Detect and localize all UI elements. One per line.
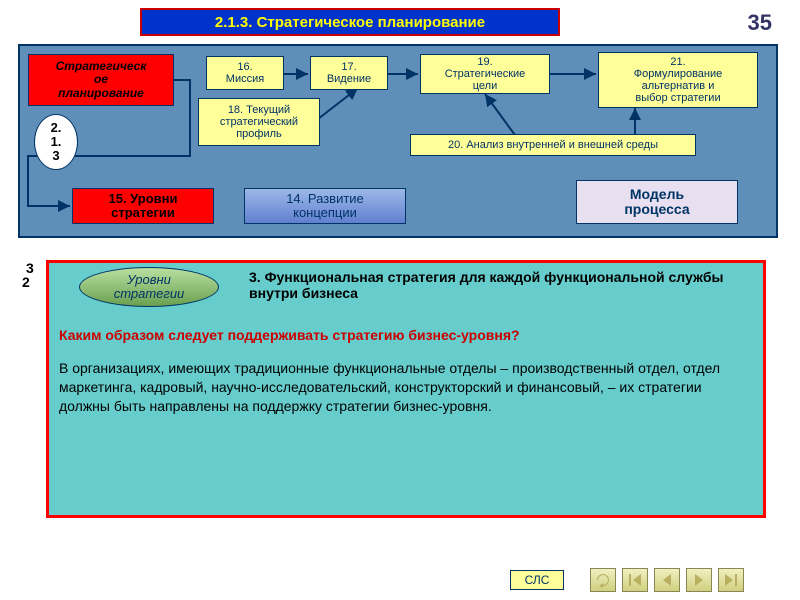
nav-last-icon[interactable]	[718, 568, 744, 592]
functional-heading: 3. Функциональная стратегия для каждой ф…	[249, 269, 739, 301]
section-title: 2.1.3. Стратегическое планирование	[140, 8, 560, 36]
nav-return-icon[interactable]	[590, 568, 616, 592]
levels-pill: Уровни стратегии	[79, 267, 219, 307]
box-17-vision[interactable]: 17. Видение	[310, 56, 388, 90]
process-diagram-panel: Стратегическ ое планирование 16. Миссия …	[18, 44, 778, 238]
nav-controls	[590, 568, 744, 592]
body-text: В организациях, имеющих традиционные фун…	[59, 359, 749, 416]
box-16-mission[interactable]: 16. Миссия	[206, 56, 284, 90]
section-tag: 2. 1. 3	[34, 114, 78, 170]
content-panel: Уровни стратегии 3. Функциональная страт…	[46, 260, 766, 518]
sls-button[interactable]: СЛС	[510, 570, 564, 590]
nav-prev-icon[interactable]	[654, 568, 680, 592]
box-14-development[interactable]: 14. Развитие концепции	[244, 188, 406, 224]
side-num-2: 2	[22, 274, 30, 290]
box-strategic-planning: Стратегическ ое планирование	[28, 54, 174, 106]
box-19-goals[interactable]: 19. Стратегические цели	[420, 54, 550, 94]
page-number: 35	[748, 10, 772, 36]
box-15-levels[interactable]: 15. Уровни стратегии	[72, 188, 214, 224]
nav-next-icon[interactable]	[686, 568, 712, 592]
box-process-model[interactable]: Модель процесса	[576, 180, 738, 224]
box-18-profile[interactable]: 18. Текущий стратегический профиль	[198, 98, 320, 146]
question-text: Каким образом следует поддерживать страт…	[59, 327, 749, 343]
nav-first-icon[interactable]	[622, 568, 648, 592]
box-21-formulate[interactable]: 21. Формулирование альтернатив и выбор с…	[598, 52, 758, 108]
box-20-analysis[interactable]: 20. Анализ внутренней и внешней среды	[410, 134, 696, 156]
